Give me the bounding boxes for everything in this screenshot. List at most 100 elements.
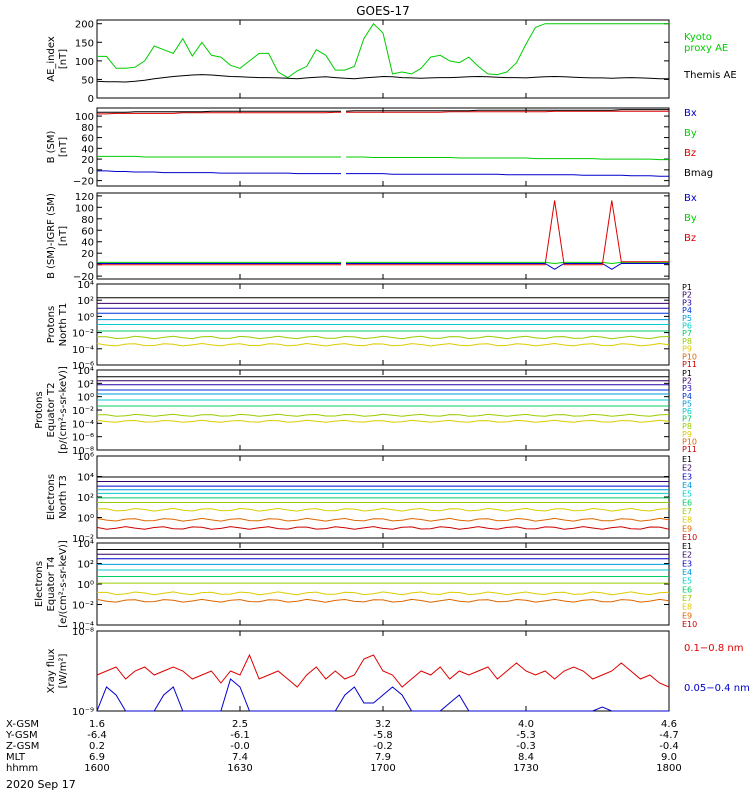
- ephemeris-value: 3.2: [375, 719, 391, 730]
- y-axis-label: [p/(cm²-s-sr-keV)]: [58, 366, 69, 454]
- channel-legend-label: E9: [682, 611, 692, 620]
- y-tick-label: 10⁰: [77, 580, 94, 591]
- y-tick-label: 20: [81, 155, 94, 166]
- ephemeris-footer: X-GSM 1.6 2.5 3.2 4.0 4.6 Y-GSM -6.4 -6.1 -5.8 -5.…: [5, 719, 682, 774]
- channel-legend-label: P4: [682, 306, 692, 315]
- channel-legend-label: P2: [682, 291, 692, 300]
- y-tick-label: 40: [81, 144, 94, 155]
- y-axis-label: North T1: [58, 303, 69, 347]
- y-tick-label: −20: [73, 177, 94, 188]
- legend-label: By: [684, 213, 697, 224]
- panel-frame: [96, 542, 670, 626]
- channel-legend-label: P8: [682, 337, 692, 346]
- legend-label: Bx: [684, 193, 697, 204]
- y-tick-label: 10⁴: [77, 539, 94, 550]
- panel-pn: 10⁴ 10² 10⁰ 10⁻² 10⁻⁴ 10⁻⁶ Protons North T1 P1P2…: [46, 280, 697, 372]
- panel-xray: 10⁻⁸ 10⁻⁹ Xray flux [W/m²] 0.1−0.8 nm 0.05−0.…: [46, 627, 750, 718]
- ephemeris-value: 9.0: [661, 752, 677, 763]
- y-axis-label: [nT]: [58, 137, 69, 157]
- y-axis-label: Protons: [34, 391, 45, 428]
- series-line-by: [97, 155, 669, 161]
- y-tick-label: 10⁰: [77, 393, 94, 404]
- channel-legend-label: E7: [682, 507, 692, 516]
- channel-legend-label: E4: [682, 568, 692, 577]
- series-line-bmag: [97, 109, 669, 113]
- date-label: 2020 Sep 17: [6, 778, 76, 791]
- y-axis-label: [W/m²]: [58, 653, 69, 688]
- channel-legend-label: P1: [682, 283, 692, 292]
- y-axis-label: Electrons: [34, 561, 45, 607]
- ephemeris-value: -4.7: [659, 730, 679, 741]
- ephemeris-value: -6.4: [87, 730, 107, 741]
- data-gap: [341, 109, 346, 185]
- y-tick-label: 10⁻²: [72, 601, 94, 612]
- panel-frame: [96, 192, 670, 280]
- y-tick-label: 0: [88, 94, 94, 105]
- y-tick-label: 10²: [77, 379, 94, 390]
- ephemeris-value: -5.8: [373, 730, 393, 741]
- ephemeris-value: -6.1: [230, 730, 250, 741]
- series-line-themis-ae: [96, 74, 669, 83]
- ephemeris-value: -5.3: [516, 730, 536, 741]
- channel-legend-label: P3: [682, 384, 692, 393]
- y-tick-label: −20: [73, 272, 94, 283]
- y-axis-label: AE_index: [46, 36, 57, 82]
- channel-legend-label: E4: [682, 481, 692, 490]
- channel-legend-label: E10: [682, 533, 697, 542]
- panel-frame: [96, 369, 670, 451]
- y-tick-label: 10⁴: [77, 280, 94, 291]
- legend-label: Themis AE: [683, 70, 737, 81]
- series-line-kyoto: [97, 22, 669, 79]
- channel-legend-label: E7: [682, 594, 692, 603]
- ephemeris-value: 7.9: [375, 752, 391, 763]
- panel-frame: [96, 19, 670, 99]
- ephemeris-value: 7.4: [232, 752, 248, 763]
- ephemeris-value: 4.6: [661, 719, 677, 730]
- panel-pe: 10⁴ 10² 10⁰ 10⁻² 10⁻⁴ 10⁻⁶ 10⁻⁸ Protons Equator …: [34, 366, 697, 457]
- ephemeris-value: 1700: [370, 763, 395, 774]
- channel-legend-label: P7: [682, 415, 692, 424]
- ephemeris-value: 1730: [513, 763, 538, 774]
- y-axis-label: Equator T4: [46, 557, 57, 612]
- ephemeris-row-label: Z-GSM: [6, 741, 39, 752]
- y-tick-label: 10⁻⁸: [72, 627, 94, 638]
- y-tick-label: 10⁰: [77, 312, 94, 323]
- y-tick-label: 80: [81, 123, 94, 134]
- y-tick-label: 10²: [77, 296, 94, 307]
- y-tick-label: 100: [75, 57, 94, 68]
- y-tick-label: 200: [75, 20, 94, 31]
- ephemeris-value: 2.5: [232, 719, 248, 730]
- y-tick-label: 10⁰: [77, 514, 94, 525]
- channel-legend-label: P8: [682, 422, 692, 431]
- y-tick-label: 10²: [77, 560, 94, 571]
- channel-line-e8: [97, 591, 670, 596]
- y-axis-label: B (SM)-IGRF (SM): [46, 193, 57, 279]
- ephemeris-row-label: MLT: [6, 752, 26, 763]
- channel-legend-label: E9: [682, 524, 692, 533]
- channel-line-p8: [97, 335, 670, 340]
- channel-legend-label: E1: [682, 455, 692, 464]
- y-tick-label: 10⁻⁴: [72, 345, 94, 356]
- y-tick-label: 10⁴: [77, 366, 94, 377]
- panel-ee: 10⁴ 10² 10⁰ 10⁻² 10⁻⁴ Electrons Equator T4 [e/(…: [34, 539, 697, 632]
- channel-legend-label: P1: [682, 369, 692, 378]
- ephemeris-value: 0.2: [89, 741, 105, 752]
- channel-legend-label: E3: [682, 472, 692, 481]
- panel-frame: [96, 455, 670, 539]
- y-tick-label: 100: [75, 112, 94, 123]
- channel-legend-label: E2: [682, 551, 692, 560]
- channel-line-e10: [96, 526, 670, 530]
- y-axis-label: North T3: [58, 475, 69, 519]
- channel-legend-label: P5: [682, 314, 692, 323]
- channel-legend-label: P11: [682, 445, 697, 454]
- series-line-bz: [97, 200, 669, 266]
- y-tick-label: 10⁴: [77, 473, 94, 484]
- ephemeris-value: 1.6: [89, 719, 105, 730]
- ephemeris-value: -0.4: [659, 741, 679, 752]
- channel-legend-label: E5: [682, 490, 692, 499]
- channel-legend-label: P6: [682, 407, 692, 416]
- ephemeris-value: -0.2: [373, 741, 393, 752]
- channel-legend-label: E3: [682, 559, 692, 568]
